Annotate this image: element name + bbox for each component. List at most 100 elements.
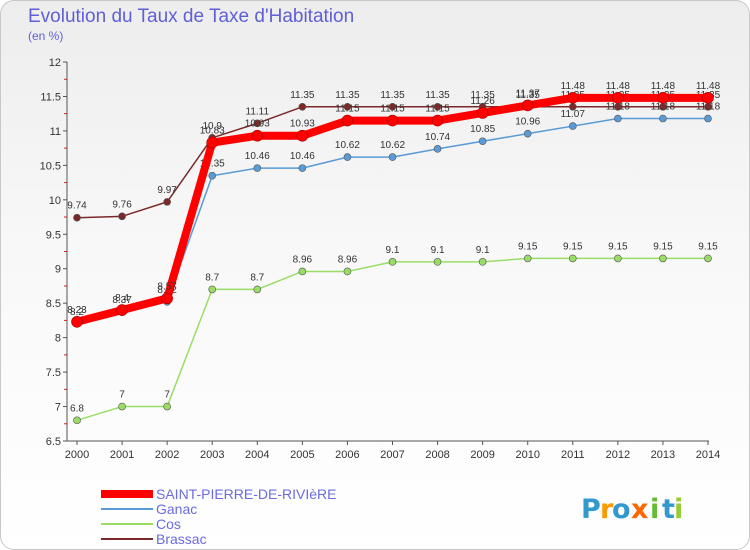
data-label: 11.48 <box>606 81 631 92</box>
logo-letter: x <box>631 494 648 525</box>
data-label: 11.48 <box>561 81 586 92</box>
data-label: 11.35 <box>516 90 541 101</box>
data-point <box>704 254 712 263</box>
data-label: 11.15 <box>425 104 450 115</box>
data-point <box>341 114 354 127</box>
data-label: 11.48 <box>651 81 676 92</box>
x-tick-label: 2008 <box>425 449 449 461</box>
data-label: 9.1 <box>386 245 400 256</box>
data-label: 11.15 <box>335 104 360 115</box>
legend-label: Cos <box>156 516 181 532</box>
data-label: 9.97 <box>157 185 177 196</box>
data-point <box>614 254 622 263</box>
data-point <box>73 416 81 425</box>
data-label: 9.74 <box>67 201 87 212</box>
data-point <box>478 137 487 146</box>
chart-title: Evolution du Taux de Taxe d'Habitation <box>28 6 355 27</box>
data-label: 11.48 <box>696 81 721 92</box>
data-point <box>521 99 534 112</box>
data-label: 8.7 <box>205 272 219 283</box>
data-point <box>433 258 442 266</box>
data-label: 11.15 <box>380 104 405 115</box>
data-label: 6.8 <box>70 403 84 414</box>
y-tick-label: 12 <box>49 57 61 69</box>
data-label: 10.35 <box>200 159 225 170</box>
data-point <box>431 114 444 127</box>
data-point <box>163 402 171 411</box>
logo-letter: t <box>662 494 675 525</box>
data-label: 10.62 <box>335 140 360 151</box>
data-point <box>116 304 128 316</box>
y-tick-label: 10 <box>49 195 61 207</box>
legend-label: Ganac <box>156 501 197 517</box>
data-point <box>343 153 352 161</box>
data-label: 10.93 <box>245 119 270 130</box>
data-point <box>298 102 307 111</box>
y-tick-label: 10.5 <box>40 160 61 172</box>
x-tick-label: 2010 <box>515 449 539 461</box>
data-point <box>71 315 83 328</box>
data-label: 11.26 <box>470 96 495 107</box>
data-point <box>388 258 397 266</box>
data-label: 11.07 <box>561 109 586 120</box>
data-label: 10.9 <box>202 121 222 132</box>
data-point <box>343 267 352 276</box>
data-label: 11.35 <box>425 90 450 101</box>
data-label: 11.37 <box>516 88 541 99</box>
logo-letter: o <box>612 494 631 525</box>
data-label: 10.46 <box>245 151 270 162</box>
x-tick-label: 2000 <box>65 449 89 461</box>
data-label: 8.96 <box>293 254 313 265</box>
chart-subtitle: (en %) <box>28 29 64 43</box>
data-point <box>251 129 264 142</box>
data-label: 9.15 <box>608 241 628 252</box>
data-point <box>659 254 667 263</box>
x-tick-label: 2012 <box>606 449 630 461</box>
x-tick-label: 2011 <box>561 449 585 461</box>
data-point <box>253 119 262 128</box>
data-point <box>388 153 397 161</box>
y-tick-label: 9.5 <box>46 229 61 241</box>
data-label: 9.1 <box>476 245 490 256</box>
data-label: 10.62 <box>380 140 405 151</box>
legend-label: SAINT-PIERRE-DE-RIVIèRE <box>156 486 336 502</box>
data-label: 11.18 <box>696 102 721 113</box>
data-label: 8.57 <box>157 281 177 292</box>
data-point <box>118 402 126 411</box>
x-tick-label: 2005 <box>290 449 314 461</box>
data-point <box>478 258 487 266</box>
data-point <box>161 292 173 305</box>
data-label: 8.7 <box>250 272 264 283</box>
logo-letter: r <box>600 494 614 525</box>
y-tick-label: 7 <box>55 402 61 414</box>
data-label: 8.96 <box>338 254 358 265</box>
logo-letter: P <box>581 494 601 525</box>
x-tick-label: 2006 <box>335 449 359 461</box>
data-label: 11.18 <box>651 102 676 113</box>
data-label: 9.15 <box>563 241 583 252</box>
data-label: 11.35 <box>290 90 315 101</box>
data-label: 8.2 <box>70 307 84 318</box>
logo-letter: i <box>674 494 683 525</box>
data-point <box>343 102 352 111</box>
data-point <box>523 254 532 263</box>
data-point <box>118 212 126 221</box>
data-label: 11.35 <box>470 90 495 101</box>
data-point <box>704 114 712 123</box>
data-point <box>253 164 262 172</box>
data-label: 7 <box>119 390 125 401</box>
data-label: 10.85 <box>470 124 495 135</box>
data-point <box>388 102 397 111</box>
data-label: 10.83 <box>200 126 225 137</box>
data-point <box>523 129 532 138</box>
x-tick-label: 2001 <box>110 449 134 461</box>
data-point <box>298 267 307 276</box>
data-point <box>208 171 217 180</box>
data-label: 7 <box>164 390 170 401</box>
data-label: 9.15 <box>518 241 538 252</box>
data-point <box>612 92 624 104</box>
x-tick-label: 2013 <box>651 449 675 461</box>
